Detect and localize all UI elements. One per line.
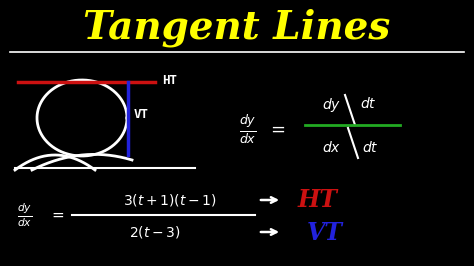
Text: VT: VT — [307, 221, 343, 245]
Text: $dt$: $dt$ — [360, 95, 376, 110]
Text: HT: HT — [298, 188, 338, 212]
Text: $3(t+1)(t-1)$: $3(t+1)(t-1)$ — [123, 192, 217, 208]
Text: $dx$: $dx$ — [322, 140, 342, 156]
Text: VT: VT — [134, 109, 149, 122]
Text: =: = — [52, 207, 64, 222]
Text: $\frac{dy}{dx}$: $\frac{dy}{dx}$ — [18, 201, 33, 229]
Text: $\frac{dy}{dx}$: $\frac{dy}{dx}$ — [239, 114, 257, 146]
Text: Tangent Lines: Tangent Lines — [83, 9, 391, 47]
Text: $dt$: $dt$ — [362, 140, 378, 156]
Text: HT: HT — [162, 73, 177, 86]
Text: =: = — [271, 121, 285, 139]
Text: $2(t-3)$: $2(t-3)$ — [129, 224, 181, 240]
Text: $dy$: $dy$ — [322, 96, 342, 114]
